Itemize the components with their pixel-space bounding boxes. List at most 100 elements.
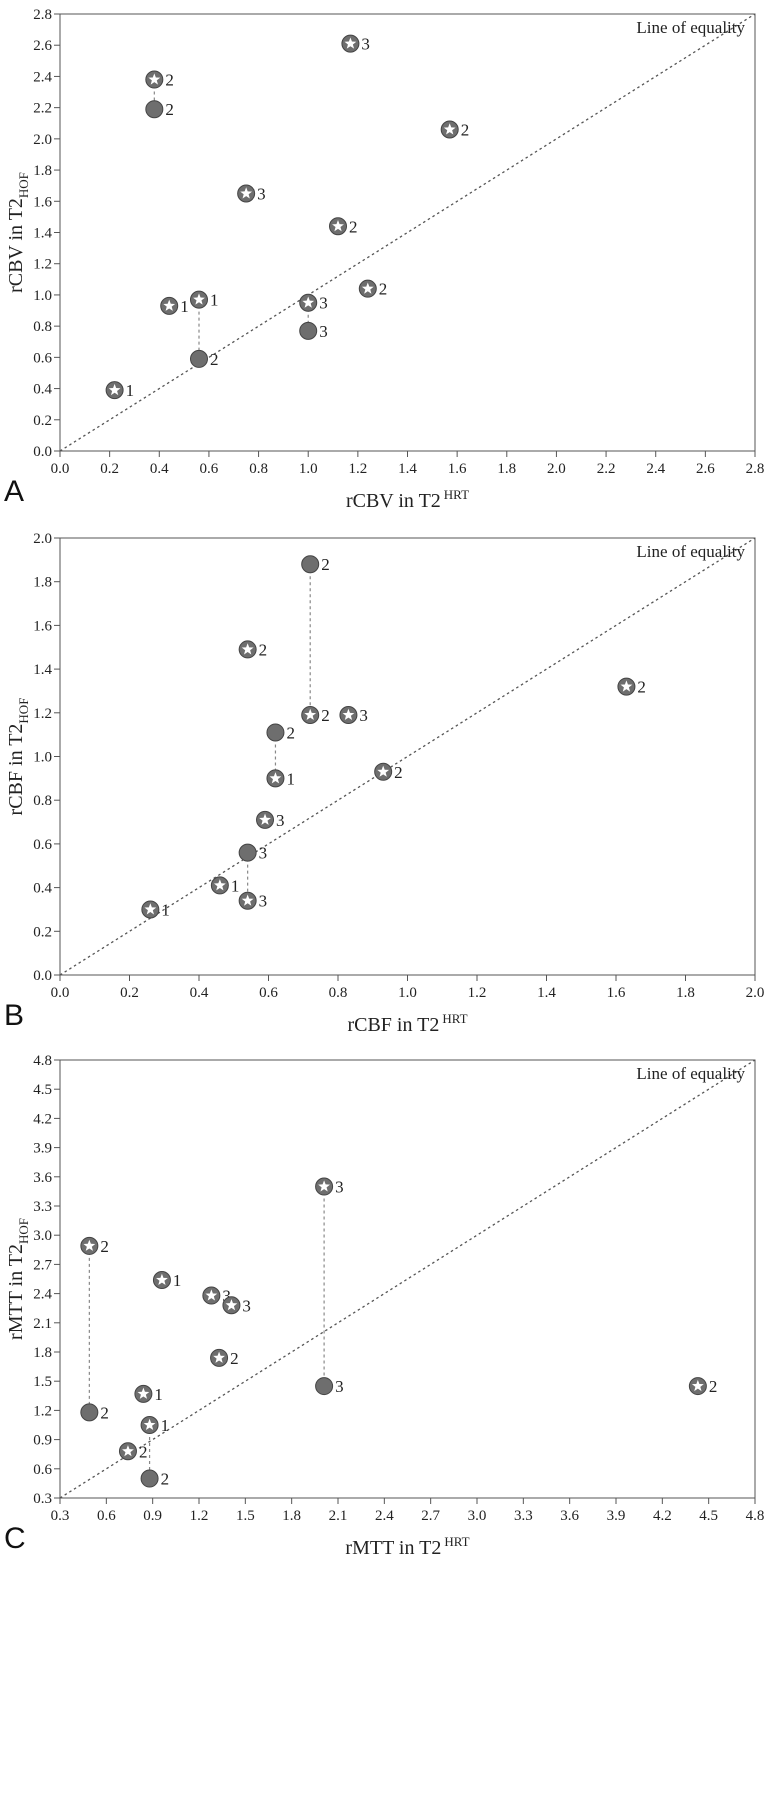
x-tick-label: 0.4 [190,985,209,1001]
point-label: 3 [359,706,368,725]
panel-c: Line of equality 0.3 0.6 0.9 1.2 1.5 1.8 2.1 2.4… [4,1053,764,1559]
y-tick-label: 3.0 [33,1228,52,1244]
x-tick-label: 2.6 [696,461,715,477]
y-tick-label: 1.2 [33,1403,52,1419]
y-tick-label: 2.7 [33,1257,52,1273]
x-axis-label: rCBF in T2 HRT [347,1011,467,1036]
point-label: 1 [154,1385,163,1404]
y-tick-label: 0.8 [33,319,52,335]
y-tick-label: 2.8 [33,7,52,23]
x-tick-label: 1.4 [398,461,417,477]
star-point [238,891,257,910]
point-label: 2 [210,350,219,369]
star-point [210,876,229,895]
x-tick-label: 1.5 [236,1508,255,1524]
y-tick-label: 2.4 [33,69,52,85]
x-tick-label: 2.4 [646,461,665,477]
x-tick-label: 2.0 [746,985,765,1001]
point-label: 2 [230,1349,239,1368]
x-tick-label: 2.4 [375,1508,394,1524]
point-label: 3 [222,1287,231,1306]
x-tick-label: 4.5 [699,1508,718,1524]
x-tick-label: 3.0 [468,1508,487,1524]
y-tick-label: 0.4 [33,881,52,897]
dot-point [238,843,257,862]
star-point [299,293,318,312]
panel-letter: B [4,999,24,1032]
y-tick-label: 0.9 [33,1433,52,1449]
point-label: 1 [210,291,219,310]
x-tick-label: 0.8 [329,985,348,1001]
star-point [105,381,124,400]
star-point [118,1442,137,1461]
plot-frame [59,1059,756,1499]
point-label: 2 [161,1470,170,1489]
x-tick-label: 2.7 [421,1508,440,1524]
y-tick-label: 1.6 [33,194,52,210]
panel-letter: A [4,475,24,508]
x-tick-label: 0.3 [51,1508,70,1524]
y-tick-label: 1.0 [33,288,52,304]
y-tick-label: 1.4 [33,662,52,678]
x-tick-label: 2.1 [329,1508,348,1524]
y-axis-label: rCBF in T2HOF [5,698,31,816]
y-tick-label: 2.0 [33,531,52,547]
star-point [202,1286,221,1305]
star-point [160,296,179,315]
y-tick-label: 2.6 [33,38,52,54]
dot-point [190,349,208,368]
point-label: 2 [165,100,174,119]
y-tick-label: 0.6 [33,1462,52,1478]
star-point [440,120,459,139]
point-label: 3 [319,322,328,341]
point-label: 3 [259,892,268,911]
x-tick-label: 1.6 [448,461,467,477]
y-tick-label: 3.9 [33,1141,52,1157]
point-label: 2 [100,1237,109,1256]
y-tick-label: 4.2 [33,1111,52,1127]
x-tick-label: 0.9 [143,1508,162,1524]
star-point [315,1177,334,1196]
y-tick-label: 1.8 [33,1345,52,1361]
y-tick-label: 3.3 [33,1199,52,1215]
x-tick-label: 0.8 [249,461,268,477]
star-point [339,705,358,724]
y-tick-label: 0.4 [33,382,52,398]
dot-point [140,1469,159,1488]
x-tick-label: 0.2 [100,461,119,477]
x-tick-label: 0.6 [259,985,278,1001]
y-tick-label: 0.0 [33,968,52,984]
point-label: 3 [259,844,268,863]
x-tick-label: 1.8 [676,985,695,1001]
star-point [80,1236,99,1255]
dot-point [299,321,318,340]
point-label: 3 [276,811,285,830]
y-axis-label: rCBV in T2HOF [5,172,31,293]
x-tick-label: 1.2 [348,461,367,477]
line-of-equality-label: Line of equality [636,1064,745,1083]
y-tick-label: 1.2 [33,257,52,273]
x-tick-label: 0.2 [120,985,139,1001]
line-of-equality [59,537,756,976]
dot-point [315,1377,334,1396]
point-label: 2 [321,706,330,725]
x-tick-label: 2.8 [746,461,765,477]
x-tick-label: 3.6 [560,1508,579,1524]
point-label: 1 [161,900,170,919]
star-point [329,217,347,236]
x-tick-label: 2.2 [597,461,616,477]
y-tick-label: 0.6 [33,350,52,366]
y-tick-label: 2.2 [33,101,52,117]
star-point [238,640,257,659]
point-label: 3 [257,184,266,203]
star-point [256,810,275,829]
point-label: 1 [180,297,189,316]
point-label: 2 [100,1403,109,1422]
star-point [141,900,160,919]
y-tick-label: 0.6 [33,837,52,853]
y-tick-label: 0.2 [33,924,52,940]
x-tick-label: 1.2 [468,985,487,1001]
point-label: 3 [335,1377,344,1396]
point-label: 3 [242,1296,251,1315]
